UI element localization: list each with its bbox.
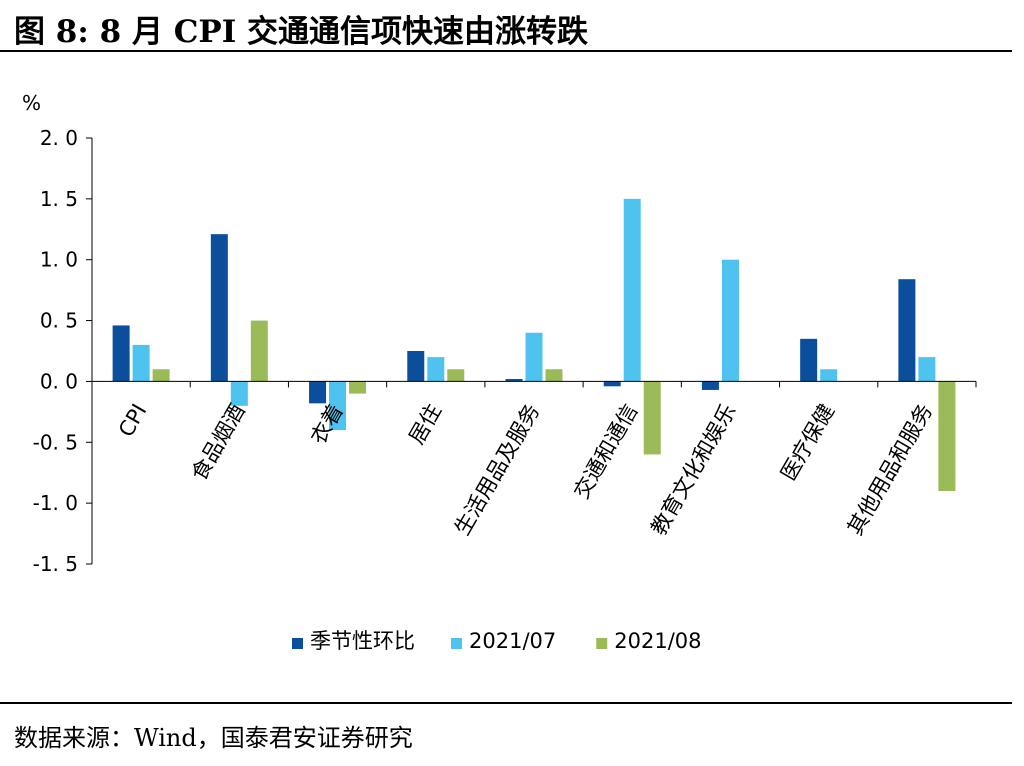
category-label: 居住: [404, 400, 446, 448]
category-label: 其他用品和服务: [843, 400, 937, 539]
category-label: 医疗保健: [776, 400, 839, 485]
cpi-bar-chart: 2. 0 1. 5 1. 0 0. 5 0. 0 -0. 5 -1. 0 -1. 5% CPI 食…: [22, 91, 977, 653]
bar-2-4: [545, 369, 563, 382]
y-tick-label: -0. 5: [33, 430, 78, 454]
bar-1-2: [329, 381, 347, 431]
y-tick-label: 2. 0: [40, 126, 78, 150]
bar-2-2: [349, 381, 367, 394]
legend-label-0: 季节性环比: [310, 629, 415, 653]
bar-1-7: [820, 369, 838, 382]
legend-swatch-2: [596, 638, 608, 649]
bar-1-6: [721, 259, 739, 382]
bar-2-0: [152, 369, 170, 382]
bar-0-1: [210, 234, 228, 382]
y-tick-label: 1. 5: [40, 187, 78, 211]
bar-2-8: [938, 381, 956, 491]
legend-swatch-0: [292, 638, 303, 649]
y-tick-label: -1. 5: [33, 552, 78, 576]
bar-0-4: [505, 378, 523, 382]
y-tick-label: 0. 5: [40, 309, 78, 333]
figure-title: 图 8: 8 月 CPI 交通通信项快速由涨转跌: [14, 14, 589, 50]
y-tick-label: -1. 0: [33, 491, 78, 515]
bar-0-6: [701, 381, 719, 390]
category-label: 交通和通信: [569, 400, 642, 503]
bar-0-2: [309, 381, 327, 404]
bar-1-5: [623, 198, 641, 382]
bar-0-7: [800, 338, 818, 382]
legend-label-1: 2021/07: [469, 629, 556, 653]
category-label: 生活用品及服务: [450, 400, 544, 539]
title-rule: [0, 50, 1012, 52]
bar-1-3: [427, 357, 445, 382]
bar-0-8: [898, 279, 916, 382]
bar-1-4: [525, 332, 543, 382]
bar-2-3: [447, 369, 465, 382]
y-tick-label: 0. 0: [40, 369, 78, 393]
source-note: 数据来源：Wind，国泰君安证券研究: [14, 724, 413, 752]
bar-1-8: [918, 357, 936, 382]
y-axis-unit: %: [22, 91, 41, 115]
bar-0-3: [407, 351, 425, 382]
category-label: 食品烟酒: [187, 400, 250, 485]
category-label: CPI: [114, 400, 152, 441]
y-tick-label: 1. 0: [40, 248, 78, 272]
bar-0-0: [112, 325, 130, 382]
legend-swatch-1: [451, 638, 462, 649]
legend-label-2: 2021/08: [614, 629, 701, 653]
bar-0-5: [603, 381, 621, 387]
bar-1-0: [132, 344, 150, 382]
bar-2-5: [643, 381, 661, 455]
bar-2-1: [250, 320, 268, 382]
bar-1-1: [230, 381, 248, 406]
source-rule: [0, 702, 1012, 704]
